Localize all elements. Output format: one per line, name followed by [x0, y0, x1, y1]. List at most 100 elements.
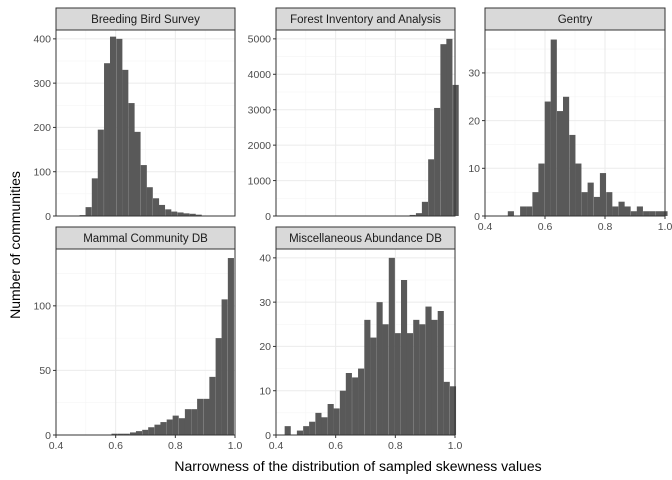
panel-mammal-community-db-bar: [184, 409, 191, 435]
panel-gentry-y-tick-label: 30: [468, 68, 480, 80]
panel-mammal-community-db-bar: [117, 433, 124, 435]
panel-mammal-community-db-y-tick-label: 50: [39, 365, 51, 377]
panel-miscellaneous-abundance-db-bar: [333, 408, 340, 435]
panel-gentry-bar: [575, 163, 582, 216]
panel-breeding-bird-survey-y-tick-label: 400: [33, 34, 51, 46]
panel-miscellaneous-abundance-db-y-tick-label: 40: [259, 253, 271, 265]
panel-gentry-bar: [593, 196, 601, 216]
panel-mammal-community-db-x-tick-label: 1.0: [228, 440, 243, 452]
panel-miscellaneous-abundance-db-bar: [284, 426, 291, 435]
panel-miscellaneous-abundance-db-bar: [394, 333, 401, 435]
panel-forest-inventory-and-analysis-strip-title: Forest Inventory and Analysis: [290, 14, 441, 26]
panel-mammal-community-db-x-tick-label: 0.4: [49, 440, 64, 452]
panel-breeding-bird-survey-strip-title: Breeding Bird Survey: [91, 14, 200, 26]
panel-forest-inventory-and-analysis-y-tick-label: 5000: [248, 34, 272, 46]
panel-gentry-y-tick-label: 0: [474, 211, 480, 223]
panel-gentry-bar: [643, 211, 650, 216]
panel-gentry-x-tick-label: 1.0: [658, 221, 672, 233]
panel-breeding-bird-survey-y-tick-label: 0: [45, 211, 51, 223]
panel-miscellaneous-abundance-db-x-tick-label: 1.0: [448, 440, 463, 452]
panel-breeding-bird-survey-bar: [116, 38, 123, 216]
panel-mammal-community-db-bar: [135, 431, 143, 435]
panel-gentry-bar: [563, 96, 570, 216]
panel-breeding-bird-survey-bar: [183, 213, 190, 216]
panel-miscellaneous-abundance-db-bar: [315, 412, 322, 435]
panel-miscellaneous-abundance-db-strip-title: Miscellaneous Abundance DB: [289, 233, 442, 245]
panel-mammal-community-db-bar: [172, 415, 179, 435]
panel-gentry-bar: [606, 192, 613, 216]
panel-gentry-bar: [661, 211, 668, 216]
panel-gentry-border: [484, 29, 666, 217]
panel-miscellaneous-abundance-db-bar: [345, 373, 352, 435]
panel-gentry-bar: [581, 192, 588, 216]
panel-gentry-bar: [636, 206, 643, 216]
panel-breeding-bird-survey-bar: [189, 213, 196, 216]
panel-miscellaneous-abundance-db-bar: [321, 417, 328, 435]
panel-breeding-bird-survey-bar: [122, 69, 129, 216]
panel-miscellaneous-abundance-db-x-tick-label: 0.8: [388, 440, 403, 452]
panel-mammal-community-db-y-tick-label: 0: [45, 430, 51, 442]
panel-miscellaneous-abundance-db-bar: [376, 302, 383, 435]
panel-forest-inventory-and-analysis-bar: [421, 201, 429, 216]
panel-gentry-bar: [532, 192, 539, 216]
panel-breeding-bird-survey-bar: [171, 211, 178, 216]
panel-breeding-bird-survey: Breeding Bird Survey 0 100 200 300 400: [33, 7, 236, 223]
panel-forest-inventory-and-analysis-bar: [452, 84, 459, 217]
panel-miscellaneous-abundance-db-bar: [449, 386, 457, 435]
panel-gentry-bar: [618, 201, 625, 216]
panel-miscellaneous-abundance-db-bar: [443, 381, 450, 435]
panel-forest-inventory-and-analysis-y-tick-label: 3000: [248, 105, 272, 117]
panel-miscellaneous-abundance-db-bar: [352, 377, 359, 435]
panel-breeding-bird-survey-y-tick-label: 300: [33, 78, 51, 90]
panel-gentry-bar: [557, 111, 564, 216]
panel-mammal-community-db-bar: [160, 422, 167, 435]
panel-miscellaneous-abundance-db-x-tick-label: 0.6: [328, 440, 343, 452]
panel-gentry-bar: [526, 206, 533, 216]
panel-forest-inventory-and-analysis-bar: [434, 107, 441, 216]
panel-miscellaneous-abundance-db-x-tick-label: 0.4: [269, 440, 284, 452]
panel-breeding-bird-survey-bar: [177, 212, 184, 216]
panel-gentry-bar: [520, 206, 527, 216]
panel-miscellaneous-abundance-db-bar: [406, 333, 414, 435]
panel-miscellaneous-abundance-db-bar: [358, 368, 365, 435]
panel-breeding-bird-survey-bar: [152, 198, 160, 216]
panel-miscellaneous-abundance-db-bar: [401, 280, 408, 435]
panel-breeding-bird-survey-bar: [165, 209, 172, 216]
panel-miscellaneous-abundance-db-y-tick-label: 0: [265, 430, 271, 442]
panel-miscellaneous-abundance-db-bar: [296, 430, 303, 435]
panel-forest-inventory-and-analysis-border: [275, 29, 456, 217]
panel-gentry-bar: [569, 134, 576, 216]
panel-mammal-community-db-x-tick-label: 0.8: [168, 440, 183, 452]
panel-mammal-community-db-bar: [197, 398, 204, 435]
panel-miscellaneous-abundance-db-bar: [327, 404, 334, 435]
panel-gentry-bar: [544, 101, 551, 216]
panel-gentry-bar: [550, 39, 557, 217]
panel-mammal-community-db: Mammal Community DB 0 50 100 0.4 0.6 0.8 1.0: [33, 226, 243, 452]
panel-breeding-bird-survey-bar: [146, 187, 153, 216]
panel-miscellaneous-abundance-db-bar: [388, 257, 395, 435]
panel-gentry-bar: [624, 206, 631, 216]
panel-gentry-bar: [630, 211, 637, 216]
panel-gentry-bar: [599, 173, 607, 216]
y-axis-title: Number of communities: [7, 171, 23, 319]
panel-breeding-bird-survey-bar: [85, 207, 92, 216]
panel-gentry-bar: [538, 163, 545, 216]
panel-mammal-community-db-bar: [142, 429, 149, 435]
panel-miscellaneous-abundance-db-bar: [437, 311, 444, 435]
panel-forest-inventory-and-analysis-bar: [440, 44, 447, 216]
panel-gentry-bar: [507, 211, 514, 216]
panel-mammal-community-db-bar: [203, 398, 210, 435]
panel-mammal-community-db-bar: [111, 433, 118, 435]
panel-gentry-x-tick-label: 0.6: [538, 221, 553, 233]
panel-forest-inventory-and-analysis-bar: [428, 159, 435, 216]
panel-miscellaneous-abundance-db-bar: [382, 324, 389, 435]
panel-miscellaneous-abundance-db-bar: [309, 421, 316, 435]
panel-miscellaneous-abundance-db-bar: [370, 337, 377, 435]
panel-forest-inventory-and-analysis-bar: [415, 213, 423, 216]
panel-mammal-community-db-strip-title: Mammal Community DB: [83, 233, 208, 245]
panel-gentry-x-tick-label: 0.4: [478, 221, 493, 233]
panel-mammal-community-db-bar: [227, 258, 234, 435]
panel-breeding-bird-survey-y-tick-label: 100: [33, 167, 51, 179]
x-axis-title: Narrowness of the distribution of sample…: [174, 458, 541, 474]
